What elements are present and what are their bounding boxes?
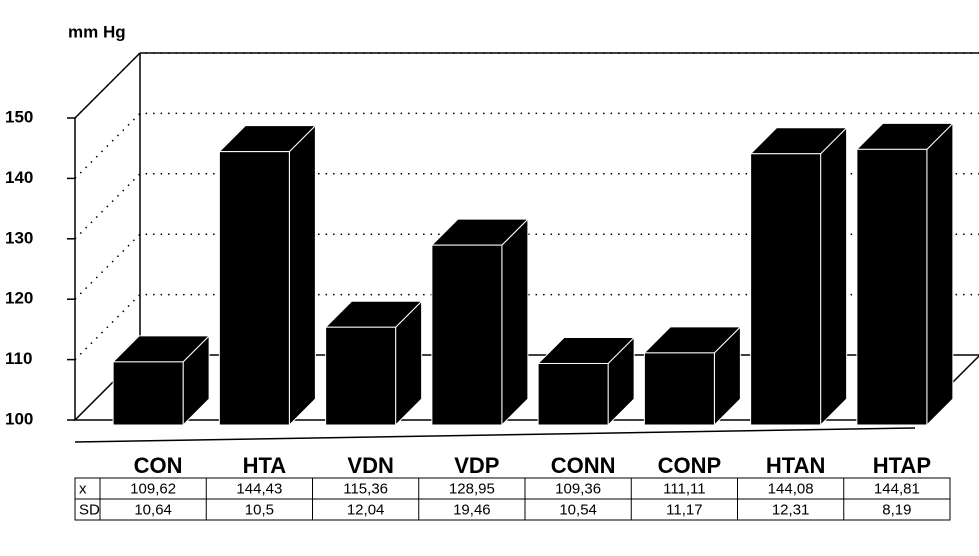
table-cell: 12,31 xyxy=(772,501,810,518)
y-tick-label: 130 xyxy=(5,228,33,247)
y-tick-label: 150 xyxy=(5,107,33,126)
bar xyxy=(112,361,184,426)
grid-line xyxy=(74,173,979,240)
x-tick-label: VDP xyxy=(454,453,499,478)
x-tick-label: CON xyxy=(134,453,183,478)
table-cell: 109,62 xyxy=(130,480,176,497)
bar xyxy=(643,352,715,426)
table-cell: 8,19 xyxy=(882,501,911,518)
x-tick-label: HTAP xyxy=(873,453,931,478)
y-tick-label: 140 xyxy=(5,168,33,187)
bar xyxy=(218,151,290,426)
bar-side xyxy=(820,126,848,427)
table-cell: 12,04 xyxy=(347,501,385,518)
grid-line xyxy=(74,233,979,300)
table-cell: 144,08 xyxy=(768,480,814,497)
y-tick-label: 100 xyxy=(5,409,33,428)
y-tick-label: 120 xyxy=(5,289,33,308)
table-cell: 111,11 xyxy=(663,480,706,497)
bar-side xyxy=(926,122,954,427)
grid-line xyxy=(74,112,979,179)
y-axis-label: mm Hg xyxy=(68,22,126,41)
bar-side xyxy=(501,217,529,427)
x-tick-label: CONP xyxy=(658,453,722,478)
table-cell: 144,81 xyxy=(874,480,920,497)
bar xyxy=(325,326,397,426)
floor-front xyxy=(74,427,916,443)
table-cell: 10,54 xyxy=(559,501,597,518)
bar-side xyxy=(288,124,316,427)
bar xyxy=(537,362,609,426)
table-cell: 11,17 xyxy=(666,501,702,518)
bar xyxy=(431,244,503,426)
table-cell: 115,36 xyxy=(343,480,388,497)
table-cell: 109,36 xyxy=(555,480,601,497)
table-cell: 128,95 xyxy=(449,480,495,497)
grid-line xyxy=(74,293,979,361)
x-tick-label: HTAN xyxy=(766,453,825,478)
row-label: SD xyxy=(79,501,100,518)
bar xyxy=(856,148,928,426)
x-tick-label: VDN xyxy=(347,453,393,478)
table-cell: 10,64 xyxy=(134,501,172,518)
row-label: x xyxy=(79,480,87,497)
table-cell: 19,46 xyxy=(453,501,491,518)
bar xyxy=(750,153,822,426)
y-tick-label: 110 xyxy=(5,349,32,368)
grid-line xyxy=(74,52,979,119)
table-cell: 10,5 xyxy=(245,501,274,518)
x-tick-label: HTA xyxy=(243,453,287,478)
table-cell: 144,43 xyxy=(236,480,282,497)
x-tick-label: CONN xyxy=(551,453,616,478)
